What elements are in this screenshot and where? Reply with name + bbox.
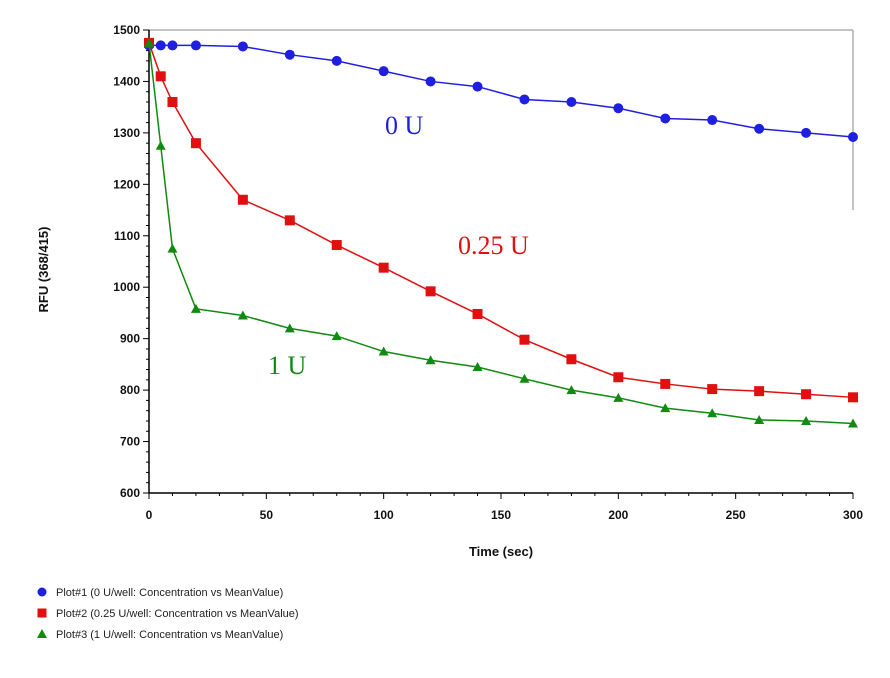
data-point (660, 403, 671, 413)
y-tick-label: 1200 (113, 177, 140, 191)
data-point (754, 123, 765, 134)
data-point (472, 308, 483, 319)
x-axis-label: Time (sec) (469, 544, 533, 559)
x-tick-label: 50 (260, 508, 274, 522)
data-point (331, 331, 342, 341)
data-point (707, 115, 718, 126)
data-point (284, 323, 295, 333)
y-tick-label: 1500 (113, 23, 140, 37)
data-point (190, 40, 201, 51)
series-2 (144, 37, 858, 403)
series-annotation: 0 U (385, 111, 424, 140)
data-point (331, 240, 342, 251)
data-point (167, 243, 178, 253)
data-point (566, 354, 577, 365)
data-point (378, 66, 389, 77)
data-point (801, 127, 812, 138)
data-point (155, 71, 166, 82)
y-axis-label: RFU (368/415) (36, 227, 51, 313)
data-point (754, 386, 765, 397)
x-tick-label: 0 (146, 508, 153, 522)
data-point (754, 414, 765, 424)
y-tick-label: 1100 (114, 229, 140, 243)
data-point (378, 346, 389, 356)
data-point (167, 40, 178, 51)
legend-label: Plot#1 (0 U/well: Concentration vs MeanV… (56, 587, 283, 599)
data-point (284, 49, 295, 60)
data-point (190, 138, 201, 149)
data-point (425, 355, 436, 365)
legend-label: Plot#3 (1 U/well: Concentration vs MeanV… (56, 629, 283, 641)
data-point (613, 372, 624, 383)
data-point (190, 303, 201, 313)
data-point (707, 384, 718, 395)
series-annotation: 1 U (268, 351, 307, 380)
data-point (155, 40, 166, 51)
data-point (144, 37, 154, 47)
data-point (284, 215, 295, 226)
y-tick-label: 600 (120, 486, 140, 500)
series-1 (144, 40, 858, 143)
legend-item: Plot#1 (0 U/well: Concentration vs MeanV… (37, 587, 283, 599)
y-tick-label: 1300 (113, 126, 140, 140)
data-point (378, 262, 389, 273)
data-point (331, 55, 342, 66)
series-line (149, 44, 854, 138)
y-tick-label: 1000 (113, 280, 140, 294)
x-tick-label: 250 (726, 508, 746, 522)
data-point (566, 97, 577, 108)
y-tick-label: 1400 (113, 74, 140, 88)
legend-item: Plot#2 (0.25 U/well: Concentration vs Me… (37, 608, 299, 620)
data-point (472, 81, 483, 92)
legend-label: Plot#2 (0.25 U/well: Concentration vs Me… (56, 608, 299, 620)
data-point (801, 389, 812, 400)
legend-marker (37, 587, 47, 597)
x-tick-label: 200 (608, 508, 628, 522)
data-point (848, 418, 858, 428)
series-line (148, 42, 854, 399)
data-point (848, 392, 858, 403)
data-point (237, 194, 248, 205)
data-point (660, 113, 671, 124)
data-point (707, 408, 718, 418)
series-3 (144, 37, 858, 428)
legend-marker (37, 608, 47, 618)
data-series (144, 37, 858, 428)
series-annotations: 0 U 0.25 U 1 U (268, 111, 529, 380)
x-tick-label: 300 (843, 508, 863, 522)
x-tick-label: 100 (374, 508, 394, 522)
x-tick-label: 150 (491, 508, 511, 522)
legend: Plot#1 (0 U/well: Concentration vs MeanV… (37, 587, 299, 641)
data-point (237, 310, 248, 320)
series-annotation: 0.25 U (458, 231, 529, 260)
series-line (148, 42, 854, 425)
data-point (425, 76, 436, 87)
data-point (167, 97, 178, 108)
data-point (613, 103, 624, 114)
data-point (566, 385, 577, 395)
y-tick-label: 900 (120, 332, 140, 346)
data-point (519, 94, 530, 105)
data-point (155, 140, 166, 150)
legend-marker (37, 629, 47, 638)
y-tick-label: 800 (120, 383, 140, 397)
data-point (237, 41, 248, 52)
y-tick-label: 700 (120, 435, 140, 449)
legend-item: Plot#3 (1 U/well: Concentration vs MeanV… (37, 629, 283, 641)
data-point (801, 415, 812, 425)
data-point (472, 361, 483, 371)
data-point (660, 378, 671, 389)
data-point (519, 334, 530, 345)
axes: Time (sec) RFU (368/415) 0 50 100 150 200 250… (36, 23, 863, 559)
data-point (848, 132, 858, 143)
data-point (613, 392, 624, 402)
data-point (425, 286, 436, 297)
data-point (519, 373, 530, 383)
